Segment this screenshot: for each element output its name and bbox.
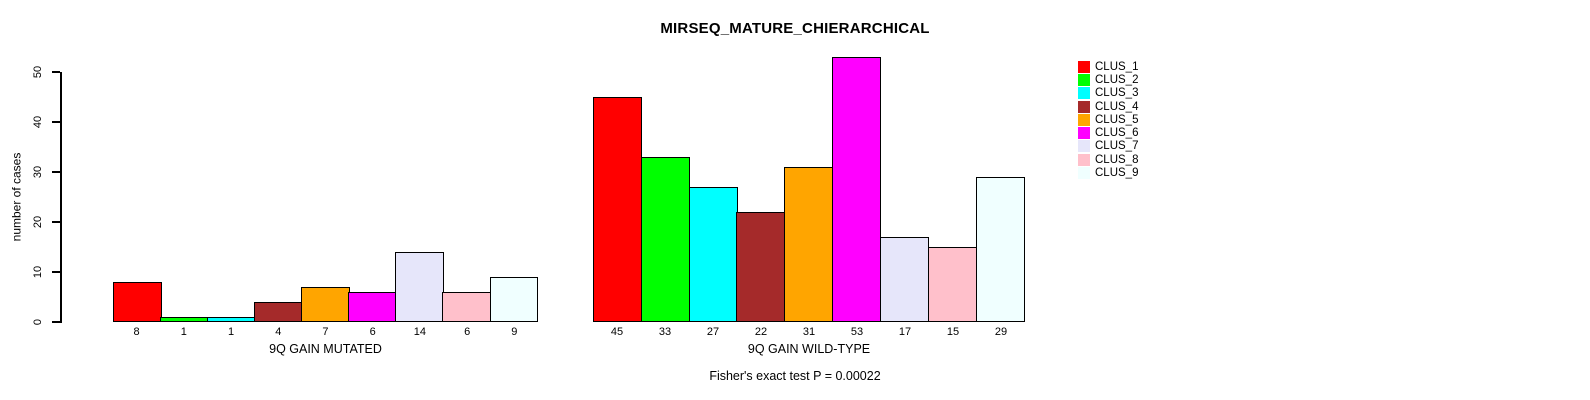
bar-group2-clus_7 bbox=[879, 237, 930, 322]
bar-group2-clus_5 bbox=[784, 167, 834, 322]
bar-group1-clus_3 bbox=[207, 317, 256, 322]
legend-color-swatch bbox=[1078, 60, 1090, 73]
bar-value-label: 6 bbox=[369, 326, 376, 338]
bar-group2-clus_9 bbox=[975, 177, 1025, 322]
y-tick-label: 10 bbox=[32, 265, 44, 279]
bar-value-label: 31 bbox=[802, 326, 816, 338]
bar-value-label: 6 bbox=[464, 326, 471, 338]
y-tick-label-container: 40 bbox=[28, 102, 48, 142]
legend-item-clus_2: CLUS_2 bbox=[1078, 73, 1138, 86]
y-tick-label: 40 bbox=[32, 115, 44, 129]
y-tick-label-container: 30 bbox=[28, 152, 48, 192]
bar-value-label: 7 bbox=[322, 326, 329, 338]
legend-label: CLUS_7 bbox=[1095, 140, 1139, 153]
chart-title: MIRSEQ_MATURE_CHIERARCHICAL bbox=[660, 20, 930, 37]
legend-label: CLUS_2 bbox=[1095, 73, 1139, 86]
legend-item-clus_1: CLUS_1 bbox=[1078, 60, 1138, 73]
legend-label: CLUS_4 bbox=[1095, 100, 1139, 113]
bar-group1-clus_7 bbox=[395, 252, 444, 322]
bar-group1-clus_1 bbox=[113, 282, 162, 322]
bar-group1-clus_2 bbox=[160, 317, 209, 322]
y-tick-label: 20 bbox=[32, 215, 44, 229]
bar-group-wildtype-value-labels: 45 33 27 22 31 53 17 15 29 bbox=[593, 326, 1025, 338]
y-tick-label-container: 50 bbox=[28, 52, 48, 92]
legend-color-swatch bbox=[1078, 127, 1090, 140]
legend-color-swatch bbox=[1078, 153, 1090, 166]
legend-label: CLUS_3 bbox=[1095, 87, 1139, 100]
bar-group2-clus_8 bbox=[927, 247, 978, 322]
legend: CLUS_1 CLUS_2 CLUS_3 CLUS_4 CLUS_5 CLUS_6 CLUS… bbox=[1078, 60, 1138, 180]
bar-value-label: 1 bbox=[180, 326, 187, 338]
bar-value-label: 45 bbox=[610, 326, 624, 338]
bar-group-wildtype bbox=[593, 47, 1025, 322]
y-axis-label-container: number of cases bbox=[2, 72, 30, 322]
y-tick-50 bbox=[52, 71, 60, 73]
fisher-test-annotation: Fisher's exact test P = 0.00022 bbox=[709, 369, 881, 383]
legend-color-swatch bbox=[1078, 100, 1090, 113]
bar-group1-clus_4 bbox=[254, 302, 303, 322]
y-tick-20 bbox=[52, 221, 60, 223]
legend-color-swatch bbox=[1078, 167, 1090, 180]
legend-label: CLUS_8 bbox=[1095, 153, 1139, 166]
y-tick-label: 30 bbox=[32, 165, 44, 179]
bar-value-label: 33 bbox=[658, 326, 672, 338]
legend-label: CLUS_9 bbox=[1095, 167, 1139, 180]
bar-group2-clus_1 bbox=[593, 97, 643, 322]
bar-group1-clus_9 bbox=[489, 277, 539, 322]
legend-item-clus_5: CLUS_5 bbox=[1078, 113, 1138, 126]
y-tick-30 bbox=[52, 171, 60, 173]
bar-value-label: 4 bbox=[275, 326, 282, 338]
legend-color-swatch bbox=[1078, 73, 1090, 86]
bar-value-label: 27 bbox=[706, 326, 720, 338]
legend-item-clus_3: CLUS_3 bbox=[1078, 87, 1138, 100]
bar-group1-clus_6 bbox=[348, 292, 397, 322]
bar-group2-clus_2 bbox=[640, 157, 691, 322]
legend-color-swatch bbox=[1078, 113, 1090, 126]
bar-value-label: 17 bbox=[898, 326, 912, 338]
legend-item-clus_8: CLUS_8 bbox=[1078, 153, 1138, 166]
legend-label: CLUS_1 bbox=[1095, 60, 1139, 73]
y-tick-40 bbox=[52, 121, 60, 123]
bar-group2-clus_4 bbox=[736, 212, 786, 322]
bar-value-label: 14 bbox=[413, 326, 427, 338]
legend-label: CLUS_5 bbox=[1095, 113, 1139, 126]
legend-color-swatch bbox=[1078, 87, 1090, 100]
y-tick-label-container: 10 bbox=[28, 252, 48, 292]
legend-item-clus_7: CLUS_7 bbox=[1078, 140, 1138, 153]
bar-value-label: 15 bbox=[946, 326, 960, 338]
y-tick-label: 50 bbox=[32, 65, 44, 79]
bar-value-label: 53 bbox=[850, 326, 864, 338]
legend-item-clus_4: CLUS_4 bbox=[1078, 100, 1138, 113]
y-axis-label: number of cases bbox=[9, 152, 23, 242]
bar-group1-clus_8 bbox=[442, 292, 491, 322]
legend-item-clus_6: CLUS_6 bbox=[1078, 126, 1139, 140]
bar-group2-clus_3 bbox=[688, 187, 738, 322]
bar-group-mutated bbox=[113, 47, 539, 322]
x-axis-label-mutated: 9Q GAIN MUTATED bbox=[269, 342, 382, 356]
bar-value-label: 29 bbox=[994, 326, 1008, 338]
y-tick-label-container: 20 bbox=[28, 202, 48, 242]
y-tick-label-container: 0 bbox=[28, 302, 48, 342]
bar-group2-clus_6 bbox=[832, 57, 882, 322]
bar-group1-clus_5 bbox=[301, 287, 350, 322]
y-tick-0 bbox=[52, 321, 60, 323]
y-axis-line bbox=[60, 72, 62, 323]
legend-item-clus_9: CLUS_9 bbox=[1078, 166, 1139, 180]
y-tick-label: 0 bbox=[32, 318, 44, 326]
bar-value-label: 9 bbox=[511, 326, 518, 338]
bar-group-mutated-value-labels: 8 1 1 4 7 6 14 6 9 bbox=[113, 326, 538, 338]
legend-color-swatch bbox=[1078, 140, 1090, 153]
bar-value-label: 8 bbox=[133, 326, 140, 338]
y-tick-10 bbox=[52, 271, 60, 273]
x-axis-label-wildtype: 9Q GAIN WILD-TYPE bbox=[747, 342, 871, 356]
legend-label: CLUS_6 bbox=[1095, 127, 1139, 140]
bar-value-label: 22 bbox=[754, 326, 768, 338]
bar-value-label: 1 bbox=[227, 326, 235, 338]
